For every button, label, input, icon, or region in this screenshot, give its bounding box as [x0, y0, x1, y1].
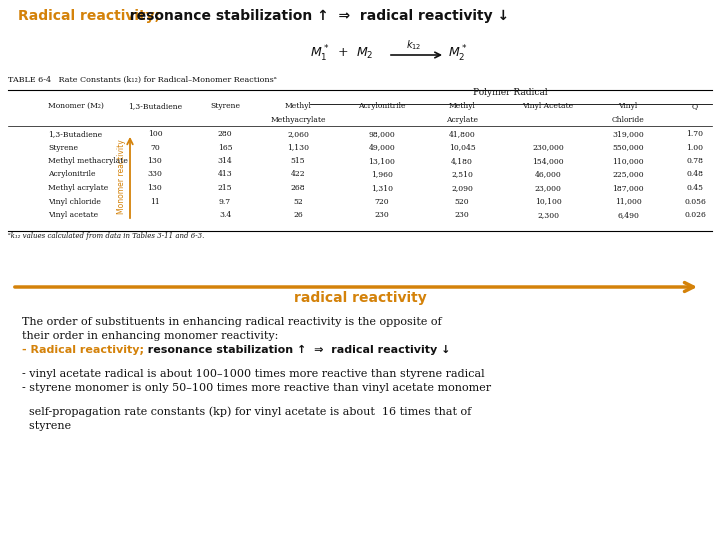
- Text: Polymer Radical: Polymer Radical: [473, 88, 547, 97]
- Text: 98,000: 98,000: [369, 130, 395, 138]
- Text: Vinyl Acetate: Vinyl Acetate: [523, 102, 574, 110]
- Text: 10,045: 10,045: [449, 144, 475, 152]
- Text: Monomer reactivity: Monomer reactivity: [117, 139, 127, 214]
- Text: Methyl: Methyl: [449, 102, 475, 110]
- Text: 720: 720: [374, 198, 390, 206]
- Text: resonance stabilization ↑  ⇒  radical reactivity ↓: resonance stabilization ↑ ⇒ radical reac…: [140, 345, 451, 355]
- Text: their order in enhancing monomer reactivity:: their order in enhancing monomer reactiv…: [22, 331, 279, 341]
- Text: 520: 520: [455, 198, 469, 206]
- Text: 3.4: 3.4: [219, 211, 231, 219]
- Text: 1,960: 1,960: [371, 171, 393, 179]
- Text: 0.026: 0.026: [684, 211, 706, 219]
- Text: Radical reactivity;: Radical reactivity;: [18, 9, 160, 23]
- Text: 154,000: 154,000: [532, 157, 564, 165]
- Text: 422: 422: [291, 171, 305, 179]
- Text: $k_{12}$: $k_{12}$: [406, 38, 422, 52]
- Text: Acrylate: Acrylate: [446, 116, 478, 124]
- Text: 330: 330: [148, 171, 163, 179]
- Text: 230,000: 230,000: [532, 144, 564, 152]
- Text: Q: Q: [692, 102, 698, 110]
- Text: 1,130: 1,130: [287, 144, 309, 152]
- Text: 0.48: 0.48: [686, 171, 703, 179]
- Text: 6,490: 6,490: [617, 211, 639, 219]
- Text: Methyacrylate: Methyacrylate: [270, 116, 325, 124]
- Text: - vinyl acetate radical is about 100–1000 times more reactive than styrene radic: - vinyl acetate radical is about 100–100…: [22, 369, 485, 379]
- Text: 165: 165: [217, 144, 233, 152]
- Text: Acrylonitrile: Acrylonitrile: [359, 102, 406, 110]
- Text: self-propagation rate constants (kp) for vinyl acetate is about  16 times that o: self-propagation rate constants (kp) for…: [22, 407, 472, 417]
- Text: 515: 515: [291, 157, 305, 165]
- Text: $M_2^*$: $M_2^*$: [448, 44, 467, 64]
- Text: 49,000: 49,000: [369, 144, 395, 152]
- Text: ᵃk₁₂ values calculated from data in Tables 3-11 and 6-3.: ᵃk₁₂ values calculated from data in Tabl…: [8, 233, 204, 240]
- Text: 2,090: 2,090: [451, 184, 473, 192]
- Text: Styrene: Styrene: [48, 144, 78, 152]
- Text: Chloride: Chloride: [611, 116, 644, 124]
- Text: Methyl: Methyl: [284, 102, 312, 110]
- Text: The order of substituents in enhancing radical reactivity is the opposite of: The order of substituents in enhancing r…: [22, 317, 441, 327]
- Text: 1,3-Butadiene: 1,3-Butadiene: [48, 130, 102, 138]
- Text: 550,000: 550,000: [612, 144, 644, 152]
- Text: 2,510: 2,510: [451, 171, 473, 179]
- Text: $M_1^*$  +  $M_2$: $M_1^*$ + $M_2$: [310, 44, 374, 64]
- Text: 2,300: 2,300: [537, 211, 559, 219]
- Text: Vinyl: Vinyl: [618, 102, 638, 110]
- Text: 268: 268: [291, 184, 305, 192]
- Text: Acrylonitrile: Acrylonitrile: [48, 171, 96, 179]
- Text: Vinyl chloride: Vinyl chloride: [48, 198, 101, 206]
- Text: 70: 70: [150, 144, 160, 152]
- Text: 13,100: 13,100: [369, 157, 395, 165]
- Text: Methyl acrylate: Methyl acrylate: [48, 184, 108, 192]
- Text: 1,310: 1,310: [371, 184, 393, 192]
- Text: 314: 314: [217, 157, 233, 165]
- Text: 11,000: 11,000: [615, 198, 642, 206]
- Text: 0.45: 0.45: [686, 184, 703, 192]
- Text: 9.7: 9.7: [219, 198, 231, 206]
- Text: 1.00: 1.00: [686, 144, 703, 152]
- Text: 1.70: 1.70: [686, 130, 703, 138]
- Text: Styrene: Styrene: [210, 102, 240, 110]
- Text: - Radical reactivity;: - Radical reactivity;: [22, 345, 144, 355]
- Text: 46,000: 46,000: [535, 171, 562, 179]
- Text: 230: 230: [374, 211, 390, 219]
- Text: 2,060: 2,060: [287, 130, 309, 138]
- Text: Vinyl acetate: Vinyl acetate: [48, 211, 98, 219]
- Text: Monomer (M₂): Monomer (M₂): [48, 102, 104, 110]
- Text: 413: 413: [217, 171, 233, 179]
- Text: - styrene monomer is only 50–100 times more reactive than vinyl acetate monomer: - styrene monomer is only 50–100 times m…: [22, 383, 491, 393]
- Text: TABLE 6-4   Rate Constants (k₁₂) for Radical–Monomer Reactionsᵃ: TABLE 6-4 Rate Constants (k₁₂) for Radic…: [8, 76, 277, 84]
- Text: 187,000: 187,000: [612, 184, 644, 192]
- Text: 23,000: 23,000: [534, 184, 562, 192]
- Text: Methyl methacrylate: Methyl methacrylate: [48, 157, 128, 165]
- Text: 41,800: 41,800: [449, 130, 475, 138]
- Text: 52: 52: [293, 198, 303, 206]
- Text: radical reactivity: radical reactivity: [294, 291, 426, 305]
- Text: 10,100: 10,100: [535, 198, 562, 206]
- Text: 11: 11: [150, 198, 160, 206]
- Text: 280: 280: [217, 130, 233, 138]
- Text: resonance stabilization ↑  ⇒  radical reactivity ↓: resonance stabilization ↑ ⇒ radical reac…: [120, 9, 509, 23]
- Text: 0.78: 0.78: [686, 157, 703, 165]
- Text: 110,000: 110,000: [612, 157, 644, 165]
- Text: 26: 26: [293, 211, 303, 219]
- Text: 100: 100: [148, 130, 162, 138]
- Text: 215: 215: [217, 184, 233, 192]
- Text: 225,000: 225,000: [612, 171, 644, 179]
- Text: 0.056: 0.056: [684, 198, 706, 206]
- Text: 130: 130: [148, 184, 163, 192]
- Text: 130: 130: [148, 157, 163, 165]
- Text: 4,180: 4,180: [451, 157, 473, 165]
- Text: 319,000: 319,000: [612, 130, 644, 138]
- Text: 230: 230: [454, 211, 469, 219]
- Text: styrene: styrene: [22, 421, 71, 431]
- Text: 1,3-Butadiene: 1,3-Butadiene: [128, 102, 182, 110]
